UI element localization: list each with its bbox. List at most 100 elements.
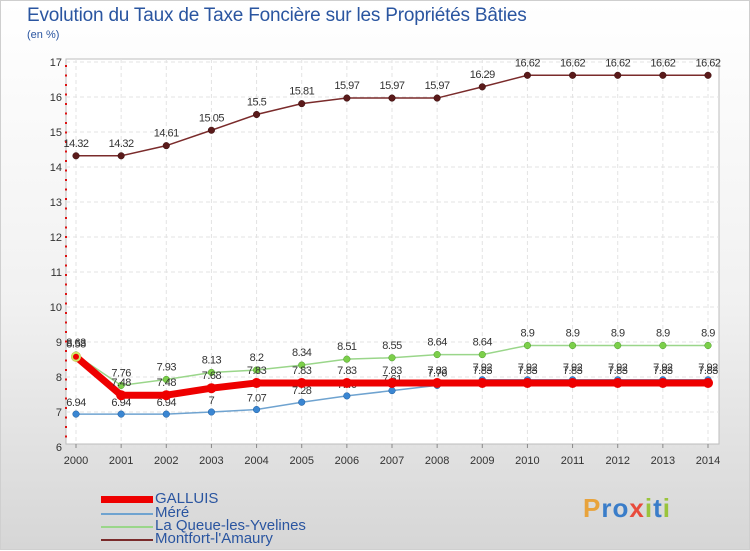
point-mere xyxy=(298,398,306,406)
axis-mark xyxy=(65,150,67,153)
data-label-montfort: 15.5 xyxy=(247,97,267,109)
data-label-galluis: 7.83 xyxy=(563,365,583,377)
axis-mark xyxy=(65,103,67,105)
point-galluis xyxy=(612,377,623,388)
axis-mark xyxy=(65,435,67,438)
legend-label-la-queue: La Queue-les-Yvelines xyxy=(155,517,306,534)
point-la-queue xyxy=(298,361,306,369)
point-montfort xyxy=(253,110,261,119)
y-tick-label: 6 xyxy=(56,442,62,454)
data-label-la-queue: 8.9 xyxy=(701,328,715,340)
point-galluis xyxy=(387,377,397,388)
data-label-galluis: 7.48 xyxy=(111,377,131,389)
point-galluis xyxy=(477,377,488,388)
x-tick-label: 2002 xyxy=(154,455,178,467)
axis-mark xyxy=(65,141,67,143)
data-label-mere: 7.92 xyxy=(473,362,493,374)
y-tick-label: 14 xyxy=(50,162,62,174)
data-label-montfort: 14.32 xyxy=(63,138,88,150)
y-tick-label: 9 xyxy=(56,337,62,349)
data-label-mere: 6.94 xyxy=(111,397,131,409)
axis-mark xyxy=(65,312,67,314)
axis-mark xyxy=(65,160,67,162)
data-label-mere: 7.92 xyxy=(518,362,538,374)
point-montfort xyxy=(72,152,80,160)
data-label-mere: 7.92 xyxy=(698,362,718,374)
point-la-queue xyxy=(207,368,215,377)
data-label-galluis: 7.83 xyxy=(292,365,312,377)
data-label-montfort: 16.62 xyxy=(560,57,585,69)
data-label-montfort: 14.32 xyxy=(109,138,134,150)
point-la-queue xyxy=(704,341,712,350)
axis-mark xyxy=(65,302,67,305)
axis-mark xyxy=(65,112,67,115)
data-label-mere: 7.07 xyxy=(247,393,267,405)
data-label-galluis: 7.83 xyxy=(382,365,402,377)
data-label-la-queue: 8.9 xyxy=(611,328,625,340)
data-label-mere: 7 xyxy=(209,395,215,407)
axis-mark xyxy=(65,274,67,276)
data-label-la-queue: 8.9 xyxy=(656,328,670,340)
data-label-montfort: 15.05 xyxy=(199,112,224,124)
point-la-queue xyxy=(614,341,622,350)
point-galluis xyxy=(206,383,217,394)
axis-mark xyxy=(65,207,67,210)
x-tick-label: 2014 xyxy=(696,455,720,467)
data-label-mere: 7.92 xyxy=(653,362,673,374)
axis-mark xyxy=(65,359,67,362)
axis-mark xyxy=(65,283,67,286)
point-la-queue xyxy=(388,354,396,362)
point-la-queue xyxy=(569,341,577,350)
point-mere xyxy=(343,392,351,400)
logo-letter: o xyxy=(612,493,630,523)
point-la-queue xyxy=(659,341,667,350)
point-mere xyxy=(388,387,396,395)
point-galluis xyxy=(116,390,127,401)
data-label-montfort: 15.97 xyxy=(425,80,450,92)
y-tick-label: 13 xyxy=(50,197,62,209)
data-label-la-queue: 7.76 xyxy=(111,367,131,379)
point-galluis xyxy=(432,377,443,388)
y-tick-label: 11 xyxy=(51,267,62,279)
data-label-montfort: 15.97 xyxy=(334,80,359,92)
legend-swatch-mere xyxy=(101,513,153,515)
y-tick-label: 12 xyxy=(50,232,62,244)
point-galluis xyxy=(703,377,713,388)
data-label-galluis: 8.58 xyxy=(66,339,86,351)
legend-swatch-galluis xyxy=(101,496,153,503)
data-label-la-queue: 8.34 xyxy=(292,347,312,359)
data-label-la-queue: 8.51 xyxy=(337,341,357,353)
point-mere xyxy=(162,410,170,418)
data-label-la-queue: 8.9 xyxy=(566,328,580,340)
data-label-montfort: 16.62 xyxy=(515,57,540,69)
x-tick-label: 2007 xyxy=(380,455,404,467)
axis-mark xyxy=(65,236,67,238)
x-tick-label: 2012 xyxy=(605,455,629,467)
x-tick-label: 2003 xyxy=(199,455,223,467)
data-label-la-queue: 8.2 xyxy=(250,352,264,364)
logo-letter: t xyxy=(653,493,663,523)
data-label-montfort: 16.62 xyxy=(695,57,720,69)
x-tick-label: 2006 xyxy=(335,455,359,467)
data-label-montfort: 16.29 xyxy=(470,69,495,81)
point-montfort xyxy=(207,126,215,134)
axis-mark xyxy=(65,217,67,219)
chart-title: Evolution du Taux de Taxe Foncière sur l… xyxy=(27,5,527,26)
point-montfort xyxy=(343,94,351,102)
chart-subtitle: (en %) xyxy=(27,29,60,41)
data-label-mere: 7.28 xyxy=(292,385,312,397)
logo-letter: x xyxy=(629,493,645,523)
data-label-montfort: 16.62 xyxy=(605,57,630,69)
point-montfort xyxy=(704,71,712,79)
x-tick-label: 2004 xyxy=(244,455,268,467)
legend-label-montfort: Montfort-l'Amaury xyxy=(155,530,273,547)
y-tick-label: 16 xyxy=(50,92,62,104)
point-galluis xyxy=(522,377,533,388)
axis-mark xyxy=(65,93,67,96)
point-montfort xyxy=(659,71,667,79)
point-montfort xyxy=(569,71,577,79)
axis-mark xyxy=(65,179,67,181)
data-label-galluis: 7.48 xyxy=(157,377,177,389)
data-label-galluis: 7.83 xyxy=(608,365,628,377)
